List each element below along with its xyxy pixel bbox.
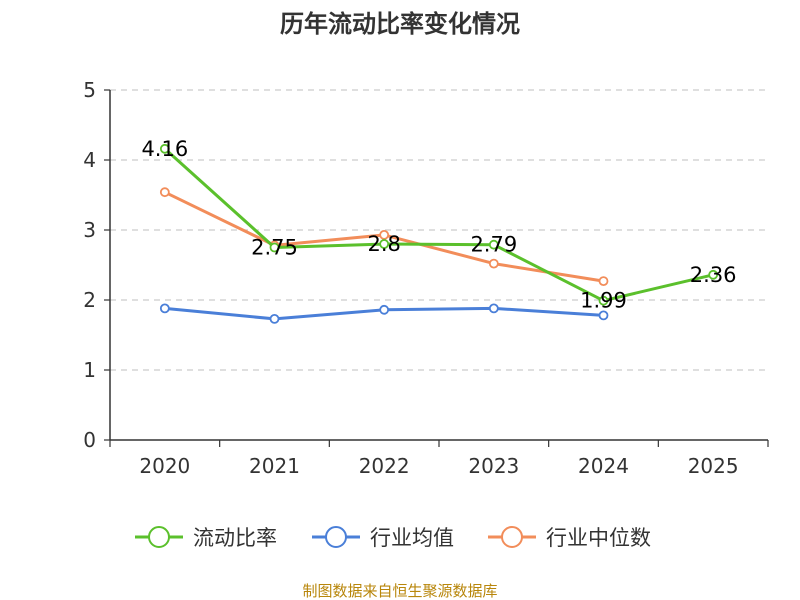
grid	[110, 89, 768, 371]
series	[159, 143, 719, 324]
y-tick-label: 2	[83, 288, 96, 312]
data-point[interactable]	[488, 258, 499, 269]
legend-label: 流动比率	[193, 526, 277, 550]
x-tick-label: 2022	[359, 454, 410, 478]
x-tick-label: 2021	[249, 454, 300, 478]
x-tick-label: 2020	[139, 454, 190, 478]
data-label: 2.79	[470, 233, 517, 257]
legend-item[interactable]: 行业均值	[312, 526, 454, 550]
source-note: 制图数据来自恒生聚源数据库	[302, 582, 497, 600]
data-point[interactable]	[708, 269, 719, 280]
y-tick-label: 1	[83, 358, 96, 382]
legend-marker	[325, 526, 347, 548]
data-point[interactable]	[159, 143, 170, 154]
data-point[interactable]	[379, 229, 390, 240]
data-point[interactable]	[488, 303, 499, 314]
legend-marker	[501, 526, 523, 548]
data-point[interactable]	[159, 303, 170, 314]
data-point[interactable]	[269, 242, 280, 253]
legend[interactable]: 流动比率 行业均值 行业中位数	[135, 526, 651, 550]
legend-item[interactable]: 流动比率	[135, 526, 277, 550]
series-line	[163, 147, 714, 303]
data-point[interactable]	[598, 310, 609, 321]
legend-label: 行业均值	[370, 526, 454, 550]
x-tick-label: 2024	[578, 454, 629, 478]
y-tick-label: 4	[83, 148, 96, 172]
x-tick-label: 2025	[688, 454, 739, 478]
data-point[interactable]	[379, 239, 390, 249]
data-point[interactable]	[269, 313, 280, 324]
axes: 0 1 2 3 4 5 2020 2021 2022 2023 2024 2025	[83, 78, 769, 478]
y-tick-label: 5	[83, 78, 96, 102]
y-tick-label: 0	[83, 428, 96, 452]
data-point[interactable]	[598, 295, 609, 306]
data-point[interactable]	[379, 304, 390, 315]
data-label: 4.16	[141, 137, 188, 161]
chart-title: 历年流动比率变化情况	[280, 10, 520, 38]
data-label: 2.36	[690, 263, 737, 287]
legend-label: 行业中位数	[546, 526, 651, 550]
y-tick-label: 3	[83, 218, 96, 242]
data-labels: 4.16 2.75 2.8 2.79 1.99 2.36	[141, 137, 736, 313]
legend-item[interactable]: 行业中位数	[488, 526, 651, 550]
data-point[interactable]	[159, 187, 170, 198]
data-label: 2.75	[251, 236, 298, 260]
data-point[interactable]	[598, 276, 609, 287]
legend-marker	[148, 526, 170, 548]
data-label: 1.99	[580, 289, 627, 313]
data-point[interactable]	[488, 239, 499, 250]
x-tick-label: 2023	[468, 454, 519, 478]
data-label: 2.8	[367, 232, 400, 256]
